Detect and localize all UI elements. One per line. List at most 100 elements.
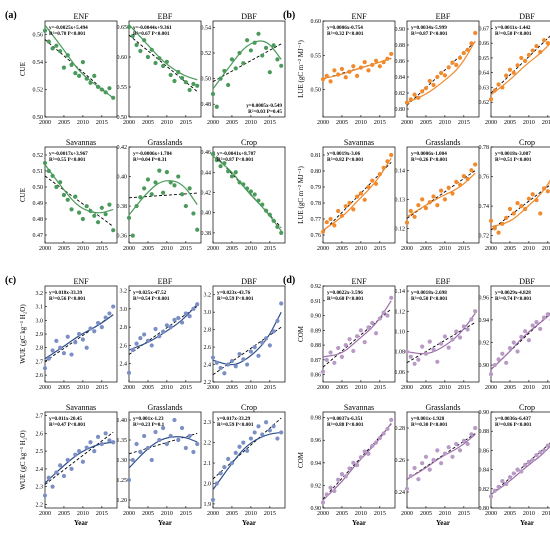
y-tick-label: 0.94: [311, 461, 322, 467]
data-point: [351, 207, 356, 212]
y-tick-label: 0.91: [311, 299, 322, 305]
subplot-title: EBF: [436, 277, 451, 286]
data-point: [450, 454, 455, 459]
data-point: [77, 210, 82, 215]
data-point: [377, 172, 382, 177]
data-point: [99, 205, 104, 210]
data-point: [80, 337, 85, 342]
data-point: [164, 323, 169, 328]
equation-text: y=0.023x-43.76: [217, 290, 251, 296]
fit-curve: [212, 155, 282, 232]
subplot-a-crop: Crop 0.38 0.40 0.42 0.44 0.46 2000 2005 2010 2015…: [201, 138, 286, 252]
data-point: [442, 73, 447, 78]
data-point: [385, 426, 390, 432]
data-point: [339, 213, 345, 218]
data-point: [534, 198, 539, 203]
data-point: [324, 73, 329, 78]
y-tick-label: 0.98: [311, 416, 322, 422]
x-tick-label: 2010: [77, 385, 89, 391]
r-squared-text: R²=0.67 P<0.001: [133, 31, 170, 37]
data-point: [523, 206, 528, 212]
r-squared-text: R²=0.04 P=0.31: [133, 157, 167, 163]
data-point: [427, 78, 432, 84]
data-point: [332, 223, 337, 228]
data-point: [526, 338, 531, 343]
data-point: [142, 186, 147, 191]
x-tick-label: 2000: [485, 511, 497, 517]
data-point: [336, 345, 341, 351]
fit-curve: [212, 40, 282, 90]
data-point: [404, 486, 410, 491]
data-point: [511, 70, 516, 75]
data-point: [492, 362, 497, 368]
data-point: [179, 192, 185, 197]
x-tick-label: 2015: [458, 385, 470, 391]
data-point: [46, 39, 51, 44]
data-point: [58, 49, 63, 54]
data-point: [126, 370, 132, 375]
data-point: [84, 204, 89, 209]
data-point: [111, 440, 116, 445]
subplot-b-dbf: DBF 0.62 0.63 0.64 0.65 0.66 0.67 2000 2005 2010 2…: [479, 12, 550, 126]
data-point: [103, 212, 108, 217]
data-point: [442, 197, 447, 202]
plot-frame: [128, 20, 202, 118]
fit-curve: [128, 24, 198, 81]
data-point: [134, 441, 139, 447]
x-tick-label: 2000: [123, 511, 135, 517]
data-point: [488, 494, 494, 499]
data-point: [404, 100, 410, 105]
data-point: [465, 441, 470, 447]
x-tick-label: 2015: [180, 246, 192, 252]
data-point: [271, 424, 276, 429]
subplot-b-grasslands: Grasslands 0.12 0.13 0.14 2000 2005 2010 2015 y=…: [395, 138, 480, 252]
data-point: [88, 326, 93, 331]
data-point: [103, 315, 108, 320]
x-tick-label: 2015: [458, 120, 470, 126]
data-point: [263, 336, 269, 341]
linear-trend-line: [44, 175, 114, 227]
data-point: [260, 53, 265, 58]
r-squared-text: R²=0.47 P<0.001: [49, 422, 86, 428]
subplot-b-ebf: EBF 0.80 0.82 0.84 0.86 0.88 0.90 2000 2005 2010 2…: [395, 12, 480, 126]
r-squared-text: R²=0.82 P<0.001: [327, 157, 364, 163]
x-tick-label: 2000: [401, 120, 413, 126]
data-point: [157, 168, 162, 173]
data-point: [381, 60, 386, 65]
y-tick-label: 0.24: [395, 490, 406, 496]
data-point: [496, 82, 501, 87]
data-point: [343, 204, 348, 209]
subplot-title: Grasslands: [147, 403, 182, 412]
data-point: [69, 466, 74, 471]
data-point: [328, 216, 333, 222]
x-tick-label: 2015: [264, 246, 276, 252]
data-point: [446, 445, 451, 450]
data-point: [176, 174, 181, 179]
data-point: [423, 454, 429, 459]
y-tick-label: 3.2: [36, 291, 44, 297]
x-tick-label: 2010: [523, 246, 535, 252]
data-point: [271, 218, 276, 223]
data-point: [511, 471, 516, 476]
data-point: [176, 315, 181, 321]
x-tick-label: 2005: [226, 120, 238, 126]
data-point: [248, 48, 253, 53]
data-point: [149, 457, 154, 463]
data-point: [80, 459, 85, 464]
data-point: [61, 473, 67, 479]
y-tick-label: 0.82: [395, 91, 406, 97]
y-tick-label: 0.40: [201, 211, 212, 217]
equation-text: y=0.0018x-3.007: [495, 151, 531, 157]
data-point: [408, 354, 413, 359]
x-tick-label: 2015: [542, 120, 550, 126]
data-point: [435, 203, 440, 208]
x-tick-label: 2010: [245, 511, 257, 517]
data-point: [519, 55, 524, 61]
data-point: [95, 84, 101, 89]
y-tick-label: 0.88: [395, 43, 406, 49]
data-point: [142, 38, 147, 43]
data-point: [256, 353, 261, 358]
y-tick-label: 0.52: [33, 153, 44, 159]
data-point: [92, 73, 97, 78]
y-axis-label: LUE (gC m⁻² MJ⁻¹): [297, 165, 305, 223]
